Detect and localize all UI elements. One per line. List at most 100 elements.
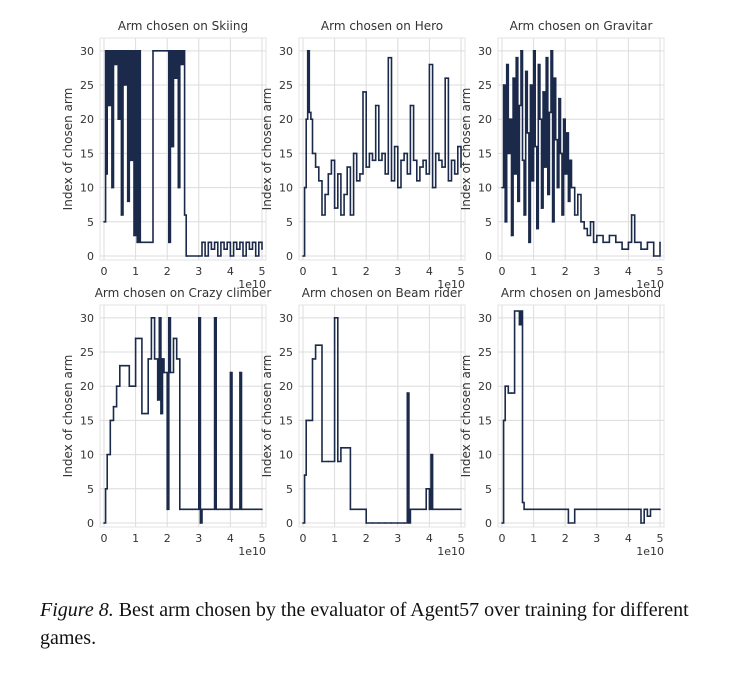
data-point xyxy=(614,241,617,244)
x-tick-label: 5 xyxy=(259,265,266,278)
data-point xyxy=(532,508,535,511)
data-point xyxy=(570,186,573,189)
data-point xyxy=(314,166,317,168)
data-point xyxy=(510,234,513,237)
data-point xyxy=(147,358,150,360)
data-point xyxy=(521,501,524,504)
data-point xyxy=(621,248,623,250)
data-point xyxy=(569,159,571,162)
x-tick-label: 2 xyxy=(164,532,171,545)
data-point xyxy=(520,310,522,312)
y-tick-label: 20 xyxy=(279,113,293,126)
data-point xyxy=(126,200,129,203)
data-point xyxy=(457,145,459,148)
x-tick-label: 0 xyxy=(101,265,108,278)
data-point xyxy=(561,214,563,216)
data-point xyxy=(109,50,112,52)
chart-panel-2: 0 1 2 3 4 5 0 5 10 15 20 25 30 1e10 Arm chosen on Hero… xyxy=(260,19,466,291)
data-point xyxy=(115,385,118,388)
data-point xyxy=(305,419,307,422)
y-tick-label: 0 xyxy=(87,250,94,263)
y-tick-label: 30 xyxy=(478,45,492,58)
data-point xyxy=(640,522,642,524)
y-tick-label: 10 xyxy=(478,182,492,195)
x-tick-label: 3 xyxy=(195,532,202,545)
data-point xyxy=(308,419,311,422)
y-axis-label: Index of chosen arm xyxy=(61,88,75,211)
data-point xyxy=(504,385,506,388)
data-point xyxy=(589,221,592,223)
data-point xyxy=(155,50,157,52)
data-point xyxy=(381,152,383,155)
data-point xyxy=(321,214,323,216)
data-point xyxy=(112,50,115,52)
data-point xyxy=(551,508,554,511)
data-point xyxy=(160,412,162,415)
y-axis-label: Index of chosen arm xyxy=(260,88,274,211)
data-point xyxy=(112,405,115,408)
data-point xyxy=(504,221,506,223)
data-point xyxy=(122,50,124,52)
data-point xyxy=(540,207,543,209)
data-point xyxy=(239,371,241,374)
y-tick-label: 10 xyxy=(478,449,492,462)
data-point xyxy=(248,508,251,511)
data-point xyxy=(652,508,655,511)
data-point xyxy=(637,508,639,511)
data-point xyxy=(551,221,554,223)
data-point xyxy=(428,63,431,66)
data-point xyxy=(562,118,565,121)
data-point xyxy=(507,392,510,394)
data-point xyxy=(169,50,172,52)
y-tick-label: 30 xyxy=(279,312,293,325)
data-point xyxy=(119,364,121,367)
data-point xyxy=(365,166,368,168)
data-point xyxy=(425,488,428,490)
y-tick-label: 20 xyxy=(80,380,94,393)
data-point xyxy=(324,193,326,196)
data-point xyxy=(201,508,203,511)
y-tick-label: 5 xyxy=(485,483,492,496)
data-point xyxy=(577,193,579,196)
data-point xyxy=(567,200,570,203)
x-tick-label: 4 xyxy=(227,532,234,545)
data-point xyxy=(517,200,519,203)
x-tick-label: 1 xyxy=(132,265,139,278)
x-tick-label: 4 xyxy=(625,532,632,545)
data-point xyxy=(106,50,108,52)
data-point xyxy=(310,118,312,121)
data-point xyxy=(406,173,409,175)
data-point xyxy=(120,214,123,216)
data-point xyxy=(175,358,178,360)
data-point xyxy=(559,152,562,155)
data-point xyxy=(460,166,462,168)
chart-title: Arm chosen on Skiing xyxy=(118,19,248,33)
x-tick-label: 4 xyxy=(227,265,234,278)
data-point xyxy=(573,214,576,216)
x-tick-label: 0 xyxy=(101,532,108,545)
data-point xyxy=(403,522,405,524)
y-tick-label: 25 xyxy=(279,79,293,92)
data-point xyxy=(400,159,402,162)
x-tick-label: 5 xyxy=(458,532,465,545)
x-tick-label: 3 xyxy=(593,265,600,278)
series-line xyxy=(303,50,462,257)
y-tick-label: 20 xyxy=(478,113,492,126)
x-tick-label: 1 xyxy=(530,265,537,278)
data-point xyxy=(408,522,410,524)
data-point xyxy=(333,207,336,209)
data-point xyxy=(125,50,127,52)
y-tick-label: 25 xyxy=(478,346,492,359)
data-point xyxy=(235,248,238,250)
data-point xyxy=(305,118,307,121)
y-tick-label: 5 xyxy=(87,483,94,496)
data-point xyxy=(235,508,238,511)
data-point xyxy=(434,152,437,155)
data-point xyxy=(548,111,551,114)
data-point xyxy=(580,221,582,223)
data-point xyxy=(378,159,380,162)
chart-title: Arm chosen on Beam rider xyxy=(302,286,463,300)
data-point xyxy=(501,522,503,524)
data-point xyxy=(524,70,527,73)
data-point xyxy=(185,255,187,257)
